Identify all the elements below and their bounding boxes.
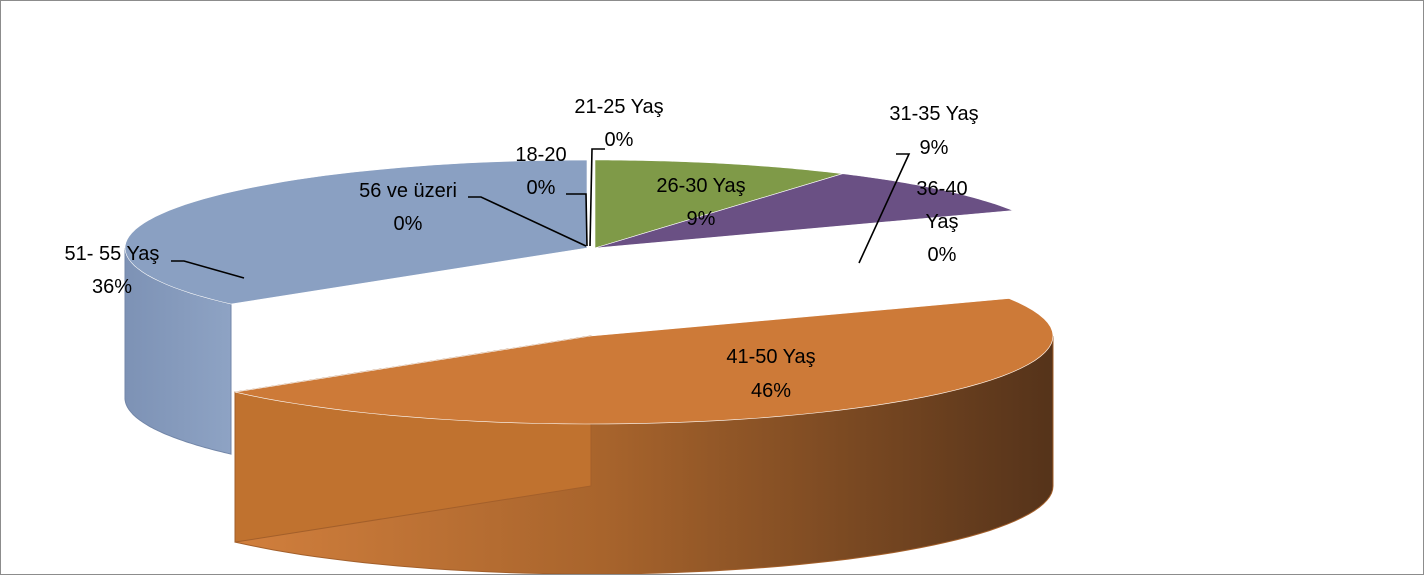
data-label-18-20-pct: 0% xyxy=(527,177,556,199)
data-label-31-35-yas-category: 31-35 Yaş xyxy=(889,103,978,125)
data-label-36-40-yas-cat-1: Yaş xyxy=(926,211,959,233)
leader-31-35-yas xyxy=(858,153,911,264)
leader-56-ve-uzeri xyxy=(468,196,587,247)
data-label-56-ve-uzeri-pct: 0% xyxy=(394,213,423,235)
slice-top-26-30-yas xyxy=(594,159,843,249)
data-label-26-30-yas-category: 26-30 Yaş xyxy=(656,175,745,197)
data-label-21-25-yas-pct: 0% xyxy=(605,129,634,151)
data-label-31-35-yas-pct: 9% xyxy=(920,137,949,159)
data-label-56-ve-uzeri-category: 56 ve üzeri xyxy=(359,180,457,202)
data-label-51-55-yas-category: 51- 55 Yaş xyxy=(65,243,160,265)
data-label-41-50-yas-pct: 46% xyxy=(751,380,791,402)
data-label-26-30-yas-pct: 9% xyxy=(687,208,716,230)
data-label-36-40-yas-pct: 0% xyxy=(928,244,957,266)
data-label-51-55-yas-pct: 36% xyxy=(92,276,132,298)
data-label-41-50-yas-category: 41-50 Yaş xyxy=(726,346,815,368)
leader-18-20 xyxy=(566,193,588,247)
slice-top-31-35-yas xyxy=(594,173,1014,249)
data-label-18-20-category: 18-20 xyxy=(515,144,566,166)
data-label-21-25-yas-category: 21-25 Yaş xyxy=(574,96,663,118)
slice-top-41-50-yas xyxy=(234,298,1054,425)
leader-51-55-yas xyxy=(171,260,245,279)
data-label-36-40-yas-cat-0: 36-40 xyxy=(916,178,967,200)
slice-top-51-55-yas xyxy=(124,159,588,305)
leader-21-25-yas xyxy=(589,148,605,247)
